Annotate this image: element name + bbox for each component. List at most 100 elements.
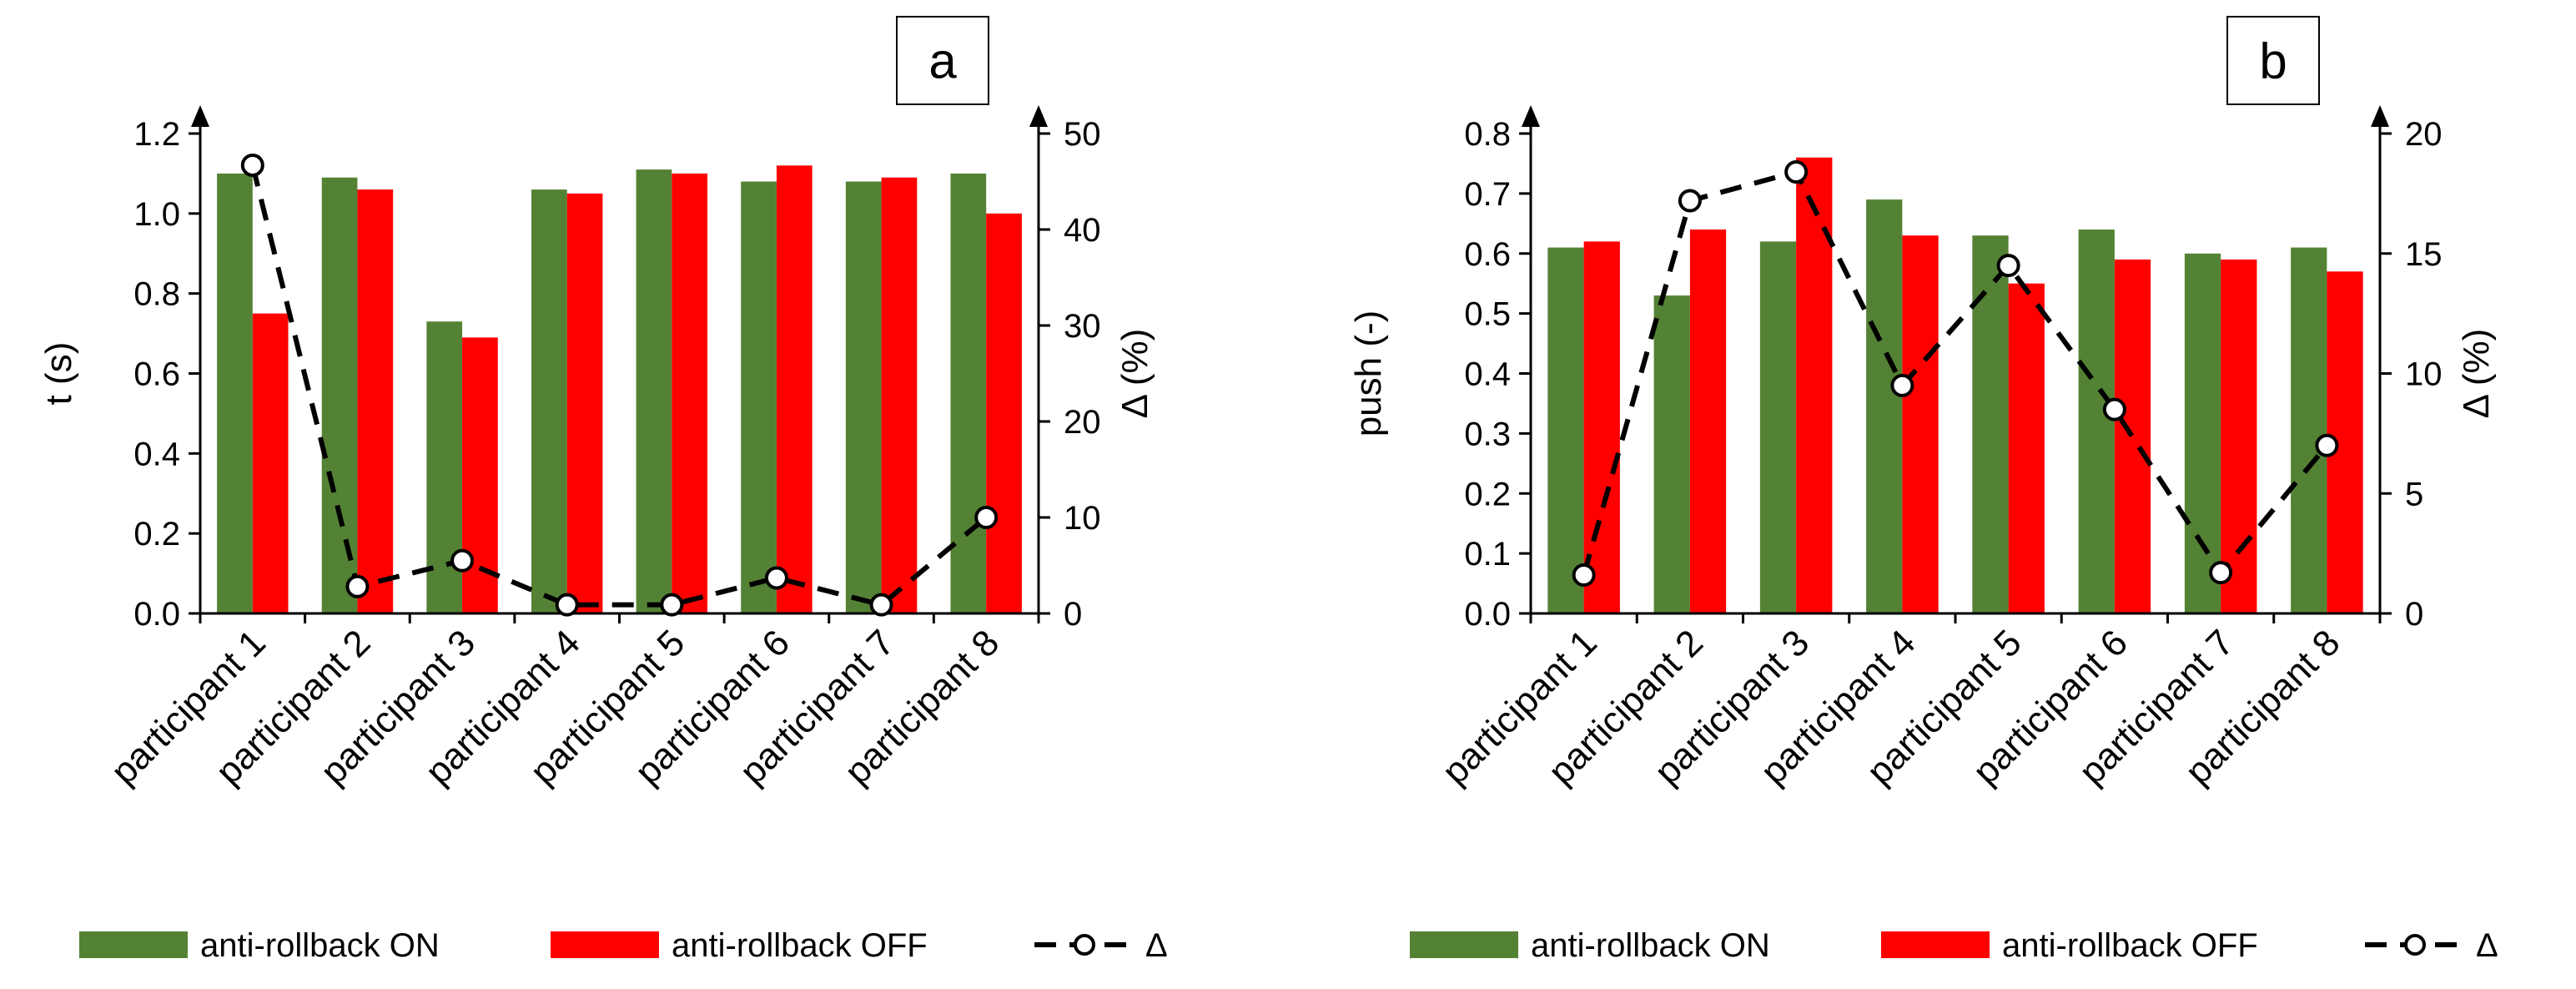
bar-off-4 (1902, 235, 1939, 613)
y2-tick-label: 20 (2405, 116, 2443, 153)
y2-tick-label: 10 (1064, 500, 1101, 537)
bar-on-7 (845, 181, 882, 613)
bar-on-6 (741, 181, 777, 613)
delta-line (1581, 169, 2329, 578)
bar-off-6 (2114, 259, 2151, 613)
y-tick-label: 1.2 (133, 116, 180, 153)
y-tick-label: 1.0 (133, 196, 180, 233)
legend-label-off: anti-rollback OFF (2002, 927, 2258, 964)
y-tick-label: 0.0 (133, 596, 180, 633)
bar-off-2 (1689, 230, 1727, 613)
y2-axis-label: Δ (%) (2456, 329, 2497, 419)
y-tick-label: 0.6 (1464, 236, 1511, 273)
panel-label: a (928, 33, 957, 89)
legend-swatch-on (79, 931, 188, 958)
delta-point-2 (1678, 189, 1702, 213)
y2-axis-label: Δ (%) (1114, 329, 1155, 419)
panel-label-box (2226, 16, 2320, 105)
y2-axis-arrow-icon (1029, 105, 1048, 127)
delta-point-8 (974, 506, 999, 529)
bar-on-8 (2291, 247, 2327, 613)
y2-tick-label: 0 (2405, 596, 2423, 633)
y2-tick-label: 5 (2405, 476, 2423, 512)
delta-point-1 (240, 153, 264, 177)
y-tick-label: 0.6 (133, 356, 180, 393)
bar-off-8 (986, 213, 1022, 614)
y-tick-label: 0.4 (1464, 356, 1511, 393)
legend-swatch-off (1881, 931, 1990, 958)
bar-off-5 (2008, 283, 2045, 613)
bar-on-2 (1653, 295, 1690, 613)
legend-label-delta: Δ (2476, 927, 2498, 964)
bar-off-3 (1796, 157, 1833, 613)
panel-label: b (2259, 33, 2287, 89)
y-tick-label: 0.1 (1464, 536, 1511, 573)
bar-on-3 (1759, 241, 1797, 613)
y-tick-label: 0.8 (133, 276, 180, 313)
y2-tick-label: 15 (2405, 236, 2443, 273)
delta-point-3 (450, 548, 475, 573)
y2-tick-label: 30 (1064, 308, 1101, 345)
bar-off-4 (566, 193, 603, 613)
chart-panel-b: 0.0 0.1 0.2 0.3 0.4 0.5 0.6 0.7 0.8 0 5 10 15 20 push … (1348, 16, 2498, 964)
bar-on-1 (1547, 247, 1584, 613)
bar-on-8 (950, 173, 987, 613)
delta-point-5 (660, 593, 684, 617)
delta-point-6 (764, 566, 788, 590)
bar-off-6 (776, 165, 813, 614)
delta-point-5 (1996, 254, 2020, 278)
legend-label-delta: Δ (1145, 927, 1168, 964)
y2-tick-label: 0 (1064, 596, 1082, 633)
delta-point-4 (555, 593, 579, 617)
bar-on-4 (1866, 199, 1903, 613)
panel-label-box (896, 16, 989, 105)
y-tick-label: 0.3 (1464, 416, 1511, 452)
delta-point-6 (2102, 397, 2126, 421)
y-tick-label: 0.5 (1464, 296, 1511, 333)
delta-point-7 (2209, 561, 2233, 585)
legend-swatch-off (551, 931, 659, 958)
y-axis-label: push (-) (1348, 310, 1389, 437)
delta-point-8 (2315, 433, 2339, 457)
y2-tick-label: 50 (1064, 116, 1101, 153)
legend-marker-delta (1074, 934, 1095, 956)
legend-label-off: anti-rollback OFF (672, 927, 928, 964)
bar-off-7 (2221, 259, 2257, 613)
y2-tick-label: 10 (2405, 356, 2443, 393)
delta-point-1 (1572, 563, 1596, 587)
bar-on-5 (636, 169, 672, 613)
bar-off-7 (881, 177, 918, 614)
y-tick-label: 0.8 (1464, 116, 1511, 153)
bar-on-6 (2078, 230, 2115, 613)
bar-off-1 (252, 313, 289, 613)
bar-on-7 (2184, 253, 2221, 613)
y2-axis-arrow-icon (2371, 105, 2389, 127)
bar-on-2 (321, 177, 358, 614)
y-axis-label: t (s) (38, 342, 79, 406)
y-tick-label: 0.4 (133, 436, 180, 472)
delta-point-3 (1784, 160, 1809, 184)
y-tick-label: 0.2 (133, 516, 180, 553)
y-tick-label: 0.0 (1464, 596, 1511, 633)
legend-label-on: anti-rollback ON (1531, 927, 1770, 964)
delta-point-4 (1890, 373, 1914, 397)
bar-off-1 (1583, 241, 1620, 613)
y2-tick-label: 20 (1064, 404, 1101, 441)
bar-on-5 (1972, 235, 2009, 613)
y-axis-arrow-icon (1522, 105, 1540, 127)
chart-panel-a: 0.0 0.2 0.4 0.6 0.8 1.0 1.2 0 10 20 30 40 50 t (s) Δ (… (38, 16, 1168, 964)
bar-off-2 (357, 189, 394, 614)
y-tick-label: 0.7 (1464, 176, 1511, 213)
y-axis-arrow-icon (191, 105, 209, 127)
y2-tick-label: 40 (1064, 212, 1101, 249)
y-tick-label: 0.2 (1464, 476, 1511, 512)
delta-point-7 (869, 593, 893, 617)
legend-label-on: anti-rollback ON (200, 927, 440, 964)
bar-on-4 (531, 189, 567, 614)
legend-swatch-on (1410, 931, 1518, 958)
bar-on-1 (217, 173, 253, 613)
legend-marker-delta (2404, 934, 2426, 956)
delta-point-2 (345, 574, 370, 598)
